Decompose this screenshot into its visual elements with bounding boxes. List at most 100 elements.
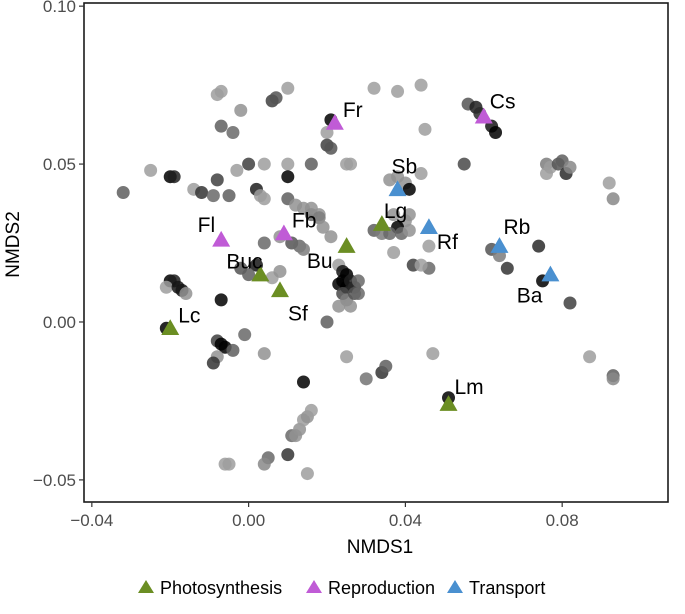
data-point	[226, 125, 240, 139]
data-point	[320, 315, 334, 329]
point-label-ba: Ba	[517, 285, 543, 308]
data-point	[159, 280, 173, 294]
legend-item-transport: Transport	[447, 578, 545, 598]
data-point	[351, 287, 365, 301]
data-point	[379, 359, 393, 373]
data-point	[387, 208, 401, 222]
data-point	[214, 84, 228, 98]
data-point	[418, 122, 432, 136]
data-point	[563, 296, 577, 310]
data-point	[296, 375, 310, 389]
y-axis-title: NMDS2	[3, 211, 24, 278]
data-point	[230, 163, 244, 177]
triangle-marker-rb	[490, 237, 509, 253]
x-tick-label: 0.00	[232, 511, 265, 530]
data-point	[304, 403, 318, 417]
triangle-marker-cs	[474, 107, 493, 124]
y-axis: −0.05 0.00 0.05 0.10	[33, 0, 84, 490]
data-point	[402, 223, 416, 237]
data-point	[206, 189, 220, 203]
y-tick-label: 0.10	[43, 0, 76, 16]
data-point	[269, 91, 283, 105]
data-point	[391, 84, 405, 98]
data-point	[226, 343, 240, 357]
point-label-fl: Fl	[198, 214, 216, 237]
triangle-marker-ba	[541, 265, 560, 282]
data-point	[606, 192, 620, 206]
data-point	[238, 328, 252, 342]
data-point	[281, 81, 295, 95]
data-point	[179, 287, 193, 301]
data-point	[500, 261, 514, 275]
data-point	[144, 163, 158, 177]
data-point	[304, 201, 318, 215]
data-point	[206, 356, 220, 370]
labeled-triangles	[161, 107, 560, 411]
triangle-marker-rf	[419, 218, 438, 234]
point-label-lc: Lc	[178, 304, 200, 327]
y-tick-label: 0.05	[43, 155, 76, 174]
data-point	[257, 236, 271, 250]
data-point	[300, 467, 314, 481]
data-point	[242, 268, 256, 282]
data-point	[214, 119, 228, 133]
data-point	[583, 350, 597, 364]
data-point	[242, 157, 256, 171]
legend-label: Transport	[469, 578, 545, 598]
point-label-rb: Rb	[503, 216, 530, 239]
triangle-marker-fb	[274, 224, 293, 241]
data-point	[214, 293, 228, 307]
data-point	[344, 157, 358, 171]
point-label-bu: Bu	[307, 250, 333, 273]
data-point	[281, 157, 295, 171]
triangle-marker-sb	[388, 180, 407, 197]
data-point	[222, 457, 236, 471]
data-point	[414, 78, 428, 92]
data-point	[257, 457, 271, 471]
triangle-marker-bu	[337, 237, 356, 253]
data-point	[387, 246, 401, 259]
data-point	[367, 81, 381, 95]
y-tick-label: 0.00	[43, 313, 76, 332]
data-point	[489, 125, 503, 139]
data-point	[602, 176, 616, 190]
point-label-fb: Fb	[292, 210, 317, 233]
data-point	[257, 157, 271, 171]
data-point	[457, 157, 471, 171]
data-point	[340, 350, 354, 364]
data-point	[426, 347, 440, 361]
x-axis-title: NMDS1	[347, 537, 414, 558]
triangle-marker-lg	[372, 215, 391, 231]
legend-label: Reproduction	[328, 578, 435, 598]
plot-panel-border	[83, 2, 669, 503]
point-labels: Fr Cs Fl Fb Sb Rf Rb Ba Lg Bu Buc Sf Lc Lm	[178, 91, 543, 399]
data-point	[167, 170, 181, 184]
triangle-marker-lc	[161, 319, 180, 336]
data-point	[563, 160, 577, 174]
point-label-lm: Lm	[455, 376, 484, 399]
data-point	[359, 372, 373, 386]
data-point	[324, 230, 338, 244]
x-tick-label: −0.04	[70, 511, 113, 530]
legend-triangle-icon	[447, 580, 463, 593]
point-label-fr: Fr	[343, 99, 363, 122]
data-point	[222, 189, 236, 203]
point-label-lg: Lg	[384, 200, 407, 223]
legend-triangle-icon	[306, 580, 322, 593]
triangle-marker-sf	[270, 281, 289, 298]
data-point	[234, 103, 248, 117]
legend: Photosynthesis Reproduction Transport	[138, 578, 545, 598]
legend-item-photosynthesis: Photosynthesis	[138, 578, 282, 598]
data-point	[273, 264, 287, 278]
point-label-sb: Sb	[392, 155, 418, 178]
data-point	[116, 185, 130, 199]
point-label-rf: Rf	[437, 231, 458, 254]
point-label-cs: Cs	[490, 91, 516, 114]
data-point	[316, 220, 330, 234]
triangle-marker-lm	[439, 395, 458, 411]
data-point	[257, 347, 271, 361]
data-point	[414, 258, 428, 272]
data-point	[606, 372, 620, 386]
data-point	[422, 239, 436, 253]
data-point	[257, 192, 271, 206]
